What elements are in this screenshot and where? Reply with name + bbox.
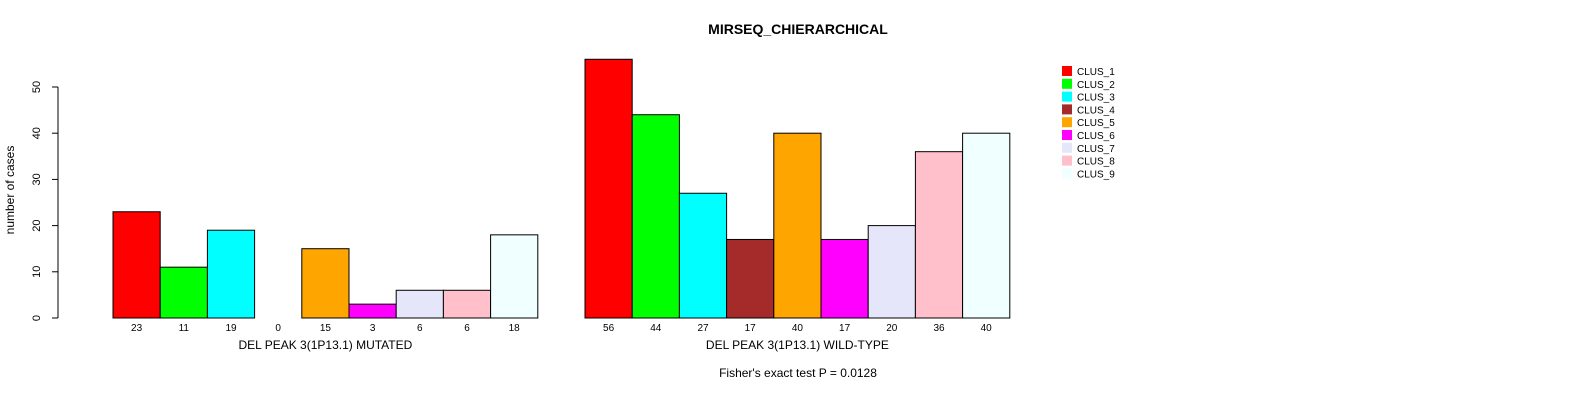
bar-value-label: 18 bbox=[509, 323, 521, 334]
bar-value-label: 40 bbox=[792, 323, 804, 334]
bar-value-label: 56 bbox=[603, 323, 615, 334]
bars bbox=[112, 58, 1011, 319]
bar-value-label: 11 bbox=[179, 323, 190, 334]
legend-label: CLUS_9 bbox=[1077, 169, 1115, 180]
bar-value-label: 0 bbox=[275, 323, 281, 334]
bar-wild-type-clus-4 bbox=[726, 238, 775, 319]
bar-mutated-clus-6 bbox=[348, 303, 397, 319]
group-labels: DEL PEAK 3(1P13.1) MUTATED DEL PEAK 3(1P1… bbox=[238, 338, 888, 352]
y-tick-label: 40 bbox=[31, 127, 43, 139]
group-label-wild-type: DEL PEAK 3(1P13.1) WILD-TYPE bbox=[706, 338, 889, 352]
bar-mutated-clus-9 bbox=[490, 234, 539, 319]
bar-value-label: 6 bbox=[464, 323, 470, 334]
legend-swatch-clus-1 bbox=[1062, 66, 1072, 76]
legend-swatch-clus-3 bbox=[1062, 91, 1072, 102]
bar-value-label: 3 bbox=[370, 323, 376, 334]
bar-mutated-clus-2 bbox=[159, 266, 208, 319]
y-tick-label: 0 bbox=[31, 315, 43, 321]
y-tick-label: 50 bbox=[31, 81, 43, 93]
legend-swatch-clus-5 bbox=[1062, 117, 1072, 128]
legend-swatch-clus-2 bbox=[1062, 78, 1072, 89]
legend-label: CLUS_5 bbox=[1077, 118, 1115, 129]
bar-wild-type-clus-7 bbox=[867, 225, 916, 319]
bar-value-label: 6 bbox=[417, 323, 423, 334]
bar-mutated-clus-3 bbox=[206, 229, 256, 319]
legend-swatch-clus-9 bbox=[1062, 168, 1072, 179]
bar-value-label: 44 bbox=[650, 323, 662, 334]
bar-value-label: 17 bbox=[839, 323, 851, 334]
chart-title: MIRSEQ_CHIERARCHICAL bbox=[708, 21, 888, 37]
legend-label: CLUS_3 bbox=[1077, 93, 1115, 104]
bar-value-label: 17 bbox=[745, 323, 757, 334]
legend-label: CLUS_8 bbox=[1077, 157, 1115, 168]
legend-swatch-clus-6 bbox=[1062, 130, 1072, 140]
legend-label: CLUS_1 bbox=[1077, 67, 1115, 78]
bar-value-label: 15 bbox=[320, 323, 332, 334]
legend-label: CLUS_4 bbox=[1077, 105, 1115, 116]
bar-value-labels: 23 11 19 0 15 3 6 6 18 56 44 27 17 40 17 20 36 40 bbox=[131, 323, 992, 334]
bar-value-label: 27 bbox=[697, 323, 709, 334]
bar-mutated-clus-5 bbox=[301, 248, 350, 319]
group-label-mutated: DEL PEAK 3(1P13.1) MUTATED bbox=[238, 338, 412, 352]
y-tick-label: 10 bbox=[31, 266, 43, 278]
fisher-test-footnote: Fisher's exact test P = 0.0128 bbox=[719, 366, 877, 380]
legend-label: CLUS_7 bbox=[1077, 144, 1115, 155]
y-tick-label: 30 bbox=[31, 173, 43, 185]
bar-wild-type-clus-3 bbox=[678, 192, 728, 319]
y-tick-label: 20 bbox=[31, 219, 43, 231]
bar-mutated-clus-7 bbox=[395, 289, 444, 319]
bar-value-label: 20 bbox=[886, 323, 898, 334]
bar-value-label: 19 bbox=[225, 323, 237, 334]
bar-wild-type-clus-8 bbox=[914, 151, 964, 319]
bar-value-label: 40 bbox=[981, 323, 993, 334]
bar-wild-type-clus-1 bbox=[584, 58, 633, 319]
legend-swatch-clus-7 bbox=[1062, 142, 1072, 153]
y-axis: 0 10 20 30 40 50 bbox=[31, 81, 59, 321]
legend-swatch-clus-8 bbox=[1062, 155, 1072, 166]
legend-label: CLUS_2 bbox=[1077, 80, 1115, 91]
bar-mutated-clus-8 bbox=[442, 289, 492, 319]
legend-swatch-clus-4 bbox=[1062, 104, 1072, 115]
bar-value-label: 36 bbox=[933, 323, 945, 334]
bar-value-label: 23 bbox=[131, 323, 143, 334]
legend-label: CLUS_6 bbox=[1077, 131, 1115, 142]
bar-wild-type-clus-9 bbox=[962, 132, 1011, 319]
y-axis-title: number of cases bbox=[3, 146, 17, 235]
bar-wild-type-clus-6 bbox=[820, 238, 869, 319]
bar-wild-type-clus-5 bbox=[773, 132, 822, 319]
bar-mutated-clus-1 bbox=[112, 211, 161, 319]
bar-wild-type-clus-2 bbox=[631, 114, 680, 319]
